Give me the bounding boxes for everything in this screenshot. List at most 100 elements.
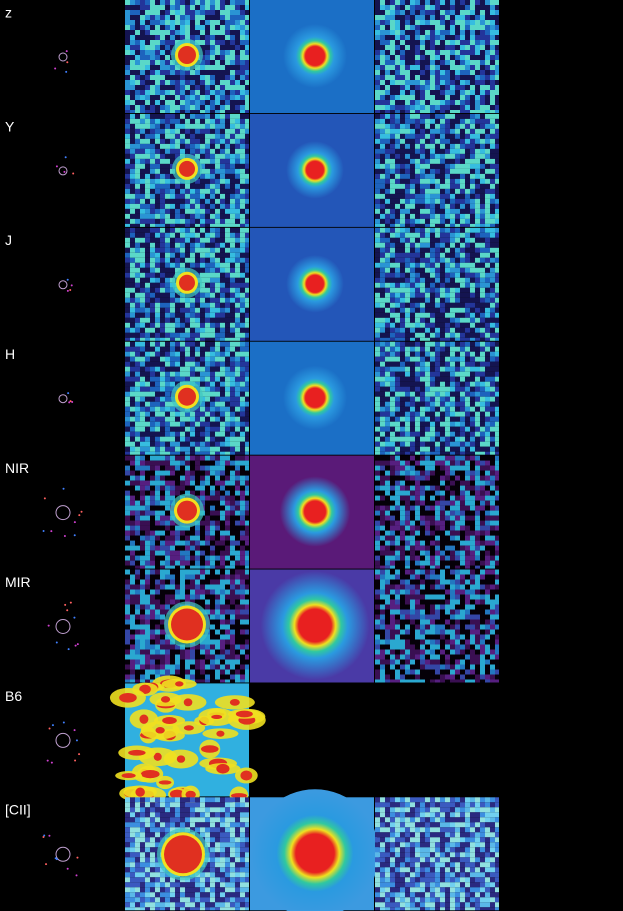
pixel (240, 80, 245, 85)
pixel (155, 421, 160, 427)
pixel (400, 317, 405, 323)
pixel (165, 272, 170, 278)
pixel (210, 376, 215, 382)
pixel (220, 252, 225, 258)
pixel (210, 332, 215, 338)
pixel (220, 110, 225, 113)
pixel (400, 70, 405, 75)
pixel (150, 95, 155, 100)
pixel (235, 95, 240, 100)
pixel (135, 391, 140, 397)
pixel (135, 451, 140, 455)
pixel (240, 100, 245, 105)
pixel (425, 133, 430, 139)
pixel (205, 356, 210, 362)
pixel (150, 500, 155, 506)
pixel (495, 163, 499, 169)
pixel (230, 426, 235, 432)
pixel (405, 287, 410, 293)
pixel (205, 183, 210, 189)
pixel (220, 188, 225, 194)
pixel (465, 232, 470, 238)
pixel (440, 371, 445, 377)
pixel (170, 337, 175, 341)
pixel (410, 406, 415, 412)
pixel (225, 75, 230, 80)
pixel (485, 110, 490, 113)
pixel (240, 455, 245, 461)
source-core (178, 46, 196, 64)
pixel (245, 148, 249, 154)
pixel (135, 460, 140, 466)
pixel (195, 148, 200, 154)
pixel (125, 302, 130, 308)
pixel (235, 75, 240, 80)
pixel (415, 411, 420, 417)
pixel (390, 105, 395, 110)
pixel (380, 361, 385, 367)
pixel (235, 223, 240, 227)
pixel (410, 317, 415, 323)
pixel (160, 495, 165, 501)
pixel (385, 208, 390, 214)
pixel (395, 312, 400, 318)
pixel (430, 232, 435, 238)
pixel (200, 242, 205, 248)
source-core (178, 387, 196, 406)
pixel (215, 188, 220, 194)
pixel (435, 118, 440, 124)
pixel (230, 15, 235, 20)
pixel (395, 10, 400, 15)
pixel (200, 35, 205, 40)
pixel (415, 327, 420, 333)
pixel (425, 183, 430, 189)
pixel (495, 436, 499, 442)
pixel (235, 40, 240, 45)
pixel (235, 218, 240, 224)
pixel (415, 376, 420, 382)
pixel (400, 237, 405, 243)
pixel (225, 10, 230, 15)
pixel (445, 267, 450, 273)
pixel (190, 70, 195, 75)
pixel (415, 138, 420, 144)
pixel (405, 376, 410, 382)
pixel (385, 391, 390, 397)
pixel (450, 282, 455, 288)
pixel (155, 406, 160, 412)
pixel (210, 272, 215, 278)
pixel (150, 198, 155, 204)
pixel (485, 208, 490, 214)
pixel (220, 237, 225, 243)
pixel (160, 35, 165, 40)
pixel (380, 5, 385, 10)
pixel (150, 193, 155, 199)
pixel (435, 332, 440, 338)
pixel (485, 173, 490, 179)
pixel (170, 257, 175, 263)
pixel (245, 118, 249, 124)
pixel (220, 327, 225, 333)
pixel (410, 227, 415, 233)
pixel (445, 237, 450, 243)
pixel (145, 85, 150, 90)
pixel (460, 20, 465, 25)
pixel (235, 30, 240, 35)
pixel (155, 470, 160, 476)
pixel (445, 366, 450, 372)
pixel (455, 30, 460, 35)
pixel (475, 133, 480, 139)
pixel (170, 232, 175, 238)
pixel (440, 158, 445, 164)
pixel (230, 188, 235, 194)
pixel (135, 10, 140, 15)
pixel (245, 426, 249, 432)
pixel (200, 133, 205, 139)
pixel (380, 446, 385, 452)
pixel (135, 277, 140, 283)
pixel (130, 406, 135, 412)
pixel (380, 351, 385, 357)
pixel (160, 242, 165, 248)
pixel (125, 490, 130, 496)
pixel (425, 247, 430, 253)
